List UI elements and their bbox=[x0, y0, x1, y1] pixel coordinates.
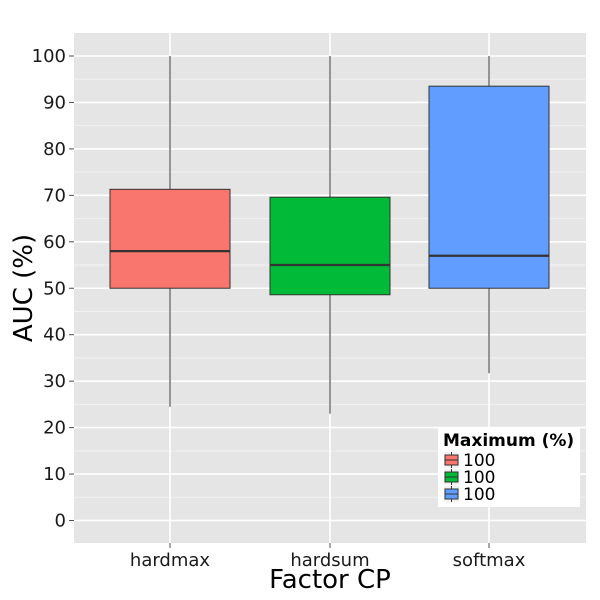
y-tick-label: 60 bbox=[43, 232, 66, 253]
x-tick-label: hardmax bbox=[130, 550, 211, 571]
y-tick-label: 20 bbox=[43, 418, 66, 439]
legend-entry: 100 bbox=[444, 485, 495, 505]
boxes-layer bbox=[109, 56, 550, 414]
box-iqr bbox=[428, 85, 550, 289]
legend-title: Maximum (%) bbox=[443, 431, 574, 451]
x-axis-ticks: hardmax hardsum softmax bbox=[130, 543, 526, 571]
y-axis-title: AUC (%) bbox=[9, 234, 39, 342]
box-iqr bbox=[109, 188, 231, 289]
y-tick-label: 80 bbox=[43, 139, 66, 160]
y-tick-label: 70 bbox=[43, 185, 66, 206]
box-iqr bbox=[269, 196, 391, 296]
y-tick-label: 30 bbox=[43, 371, 66, 392]
y-tick-label: 10 bbox=[43, 464, 66, 485]
y-tick-label: 90 bbox=[43, 92, 66, 113]
legend-background bbox=[438, 427, 580, 507]
y-axis-ticks: 0 10 20 30 40 50 60 70 80 90 100 bbox=[32, 46, 74, 532]
y-tick-label: 40 bbox=[43, 325, 66, 346]
y-tick-label: 50 bbox=[43, 278, 66, 299]
y-tick-label: 0 bbox=[55, 511, 66, 532]
box-softmax bbox=[428, 56, 550, 374]
x-axis-title: Factor CP bbox=[269, 565, 391, 595]
legend-entry: 100 bbox=[444, 451, 495, 471]
legend-label: 100 bbox=[463, 468, 495, 488]
x-tick-label: softmax bbox=[453, 550, 526, 571]
legend-label: 100 bbox=[463, 485, 495, 505]
box-hardsum bbox=[269, 56, 391, 414]
y-tick-label: 100 bbox=[32, 46, 66, 67]
legend-label: 100 bbox=[463, 451, 495, 471]
legend-entry: 100 bbox=[444, 468, 495, 488]
box-hardmax bbox=[109, 56, 231, 407]
x-tick-label: hardsum bbox=[290, 550, 369, 571]
